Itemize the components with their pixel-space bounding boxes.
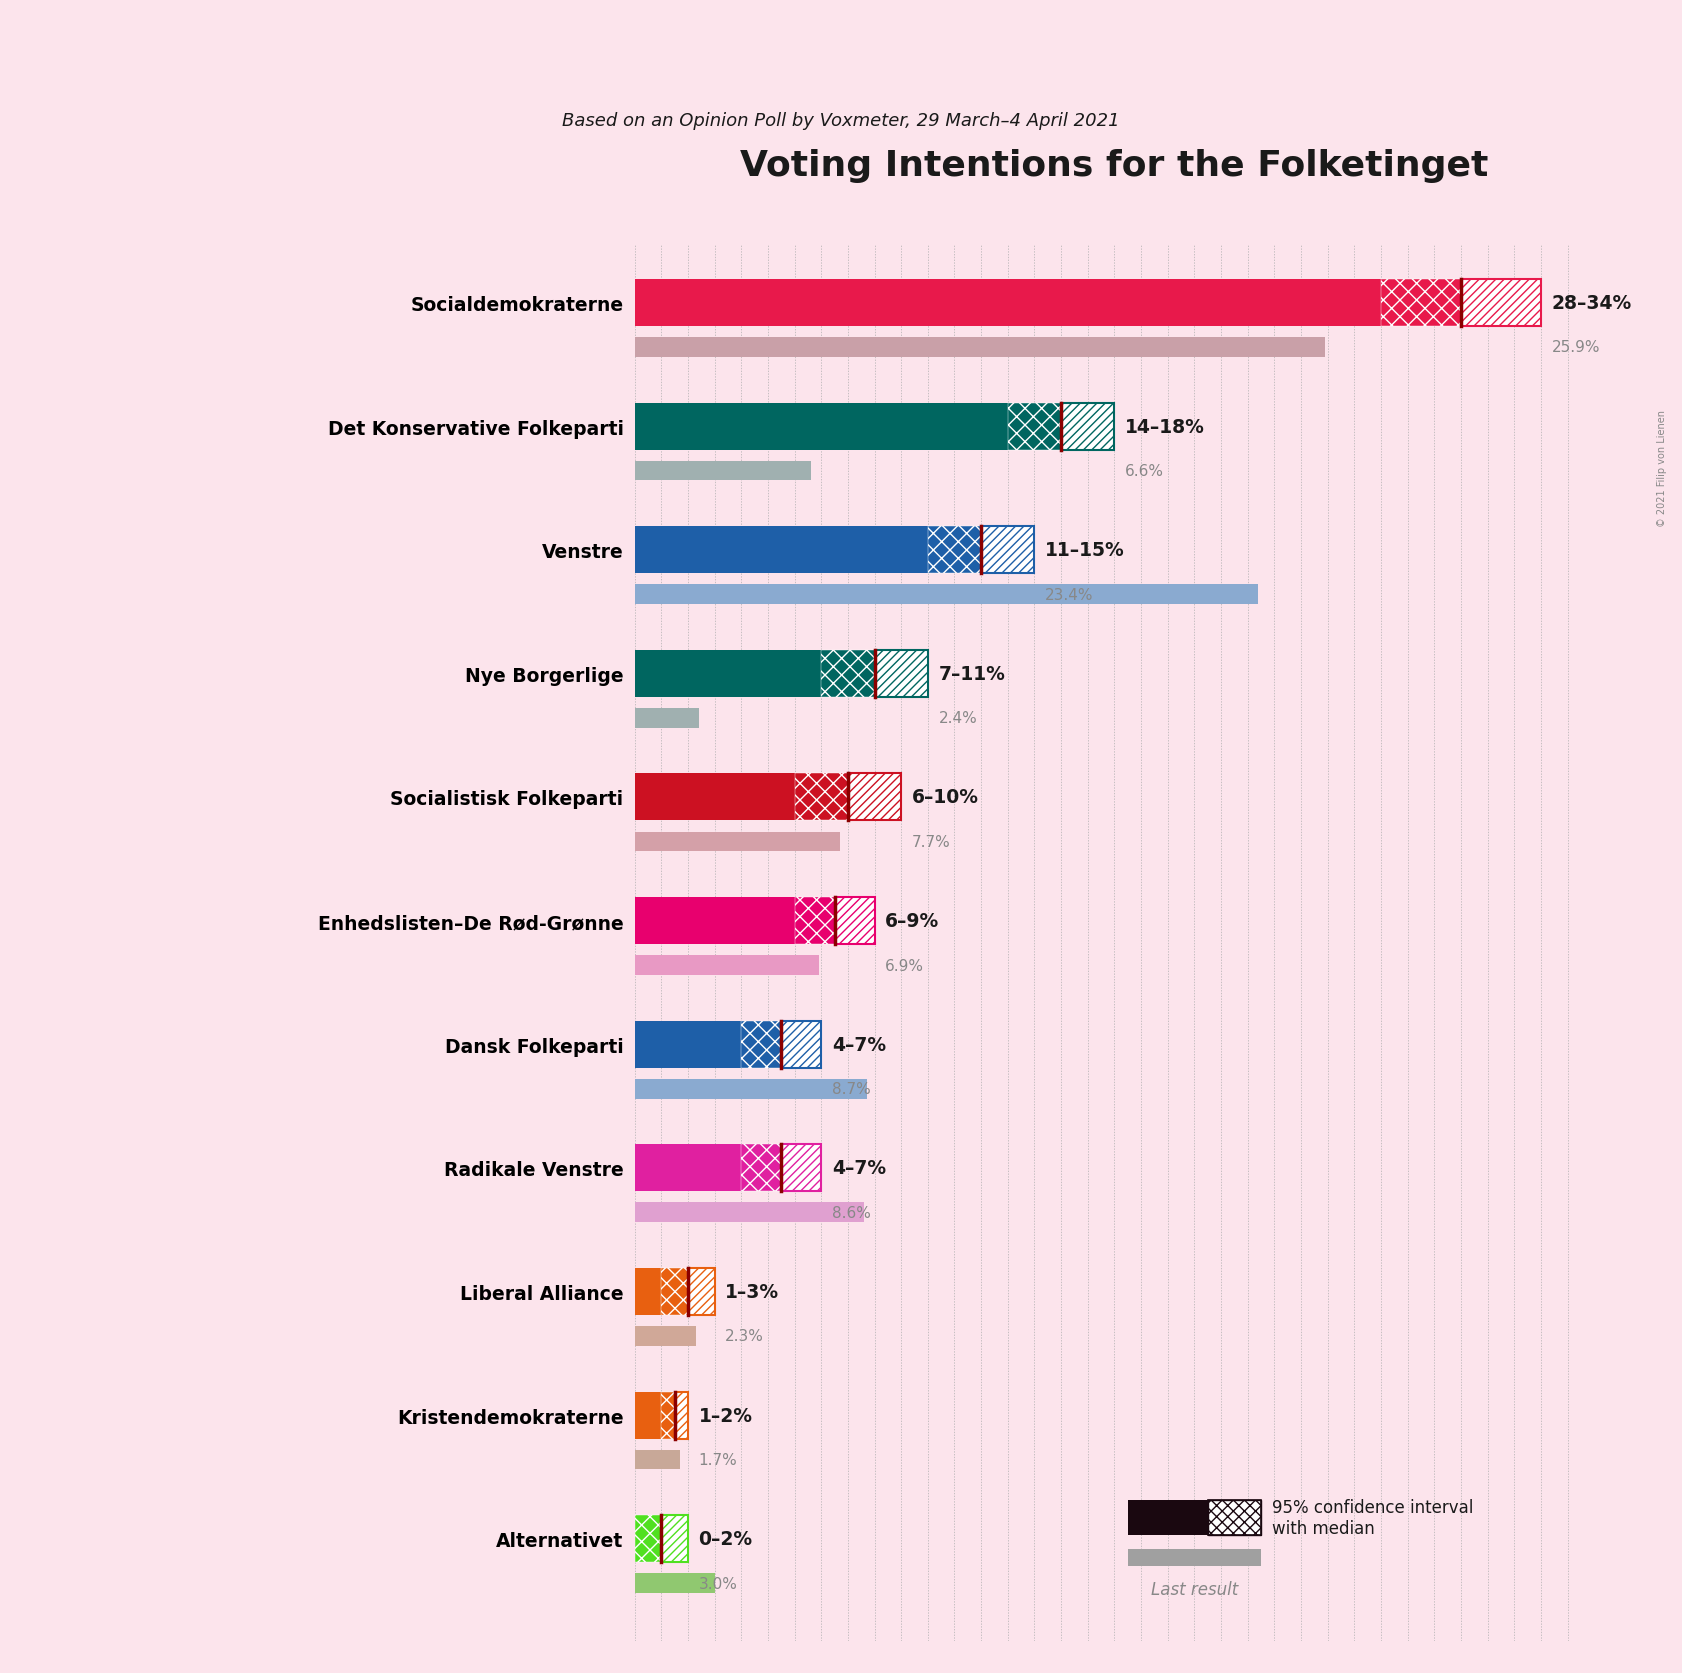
Text: 25.9%: 25.9% xyxy=(1551,340,1600,355)
Bar xyxy=(634,1392,661,1439)
Text: 1.7%: 1.7% xyxy=(698,1452,737,1467)
Bar xyxy=(780,1144,821,1191)
Bar xyxy=(634,1268,661,1315)
Bar xyxy=(634,651,821,698)
Text: 8.6%: 8.6% xyxy=(833,1205,871,1220)
Text: 6.6%: 6.6% xyxy=(1125,463,1164,478)
Bar xyxy=(634,1516,661,1563)
Bar xyxy=(875,651,928,698)
Bar xyxy=(1127,1549,1262,1566)
Text: 6–9%: 6–9% xyxy=(885,912,940,930)
Text: 4–7%: 4–7% xyxy=(833,1036,886,1054)
Bar xyxy=(848,775,902,821)
Bar xyxy=(634,338,1325,358)
Text: 11–15%: 11–15% xyxy=(1045,540,1125,560)
Bar xyxy=(848,775,902,821)
Bar xyxy=(981,527,1034,574)
Bar xyxy=(794,775,848,821)
Text: Last result: Last result xyxy=(1150,1581,1238,1598)
Bar xyxy=(634,1144,742,1191)
Bar xyxy=(634,775,794,821)
Bar xyxy=(780,1144,821,1191)
Bar xyxy=(928,527,981,574)
Bar xyxy=(634,586,1258,604)
Bar xyxy=(634,527,928,574)
Text: 14–18%: 14–18% xyxy=(1125,417,1204,437)
Text: 3.0%: 3.0% xyxy=(698,1576,737,1591)
Bar xyxy=(634,1203,865,1223)
Bar xyxy=(780,1021,821,1067)
Bar xyxy=(634,708,698,728)
Title: Voting Intentions for the Folketinget: Voting Intentions for the Folketinget xyxy=(740,149,1489,182)
Bar xyxy=(1061,403,1115,450)
Bar xyxy=(634,1327,696,1347)
Bar xyxy=(834,897,875,945)
Bar xyxy=(634,1079,866,1099)
Text: 8.7%: 8.7% xyxy=(833,1081,871,1096)
Bar xyxy=(634,279,1381,326)
Bar xyxy=(634,955,819,975)
Bar xyxy=(1127,1501,1208,1536)
Bar xyxy=(661,1392,674,1439)
Bar xyxy=(688,1268,715,1315)
Bar xyxy=(1462,279,1541,326)
Bar xyxy=(661,1268,688,1315)
Bar xyxy=(1208,1501,1262,1536)
Bar xyxy=(1008,403,1061,450)
Bar xyxy=(981,527,1034,574)
Bar xyxy=(634,403,1008,450)
Bar xyxy=(634,831,839,852)
Bar xyxy=(1061,403,1115,450)
Text: 4–7%: 4–7% xyxy=(833,1159,886,1178)
Bar xyxy=(794,897,834,945)
Text: 0–2%: 0–2% xyxy=(698,1529,754,1548)
Bar xyxy=(634,1573,715,1593)
Bar xyxy=(674,1392,688,1439)
Text: 95% confidence interval
with median: 95% confidence interval with median xyxy=(1272,1499,1473,1537)
Bar xyxy=(834,897,875,945)
Bar xyxy=(875,651,928,698)
Text: 6.9%: 6.9% xyxy=(885,959,923,974)
Text: 1–2%: 1–2% xyxy=(698,1405,752,1425)
Bar xyxy=(674,1392,688,1439)
Bar xyxy=(1208,1501,1262,1536)
Text: 2.4%: 2.4% xyxy=(939,711,977,726)
Bar xyxy=(821,651,875,698)
Text: 2.3%: 2.3% xyxy=(725,1328,764,1343)
Bar xyxy=(634,462,811,482)
Bar xyxy=(634,897,794,945)
Bar xyxy=(742,1144,780,1191)
Text: © 2021 Filip von Lienen: © 2021 Filip von Lienen xyxy=(1657,410,1667,527)
Text: Based on an Opinion Poll by Voxmeter, 29 March–4 April 2021: Based on an Opinion Poll by Voxmeter, 29… xyxy=(562,112,1120,129)
Text: 1–3%: 1–3% xyxy=(725,1282,779,1302)
Text: 6–10%: 6–10% xyxy=(912,788,979,806)
Bar xyxy=(780,1021,821,1067)
Bar xyxy=(1462,279,1541,326)
Text: 28–34%: 28–34% xyxy=(1551,294,1632,313)
Text: 7–11%: 7–11% xyxy=(939,664,1006,683)
Text: 7.7%: 7.7% xyxy=(912,835,950,850)
Bar xyxy=(661,1516,688,1563)
Bar xyxy=(634,1450,680,1469)
Bar xyxy=(1381,279,1462,326)
Bar xyxy=(634,1021,742,1067)
Bar xyxy=(742,1021,780,1067)
Bar xyxy=(688,1268,715,1315)
Text: 23.4%: 23.4% xyxy=(1045,587,1093,602)
Bar xyxy=(661,1516,688,1563)
